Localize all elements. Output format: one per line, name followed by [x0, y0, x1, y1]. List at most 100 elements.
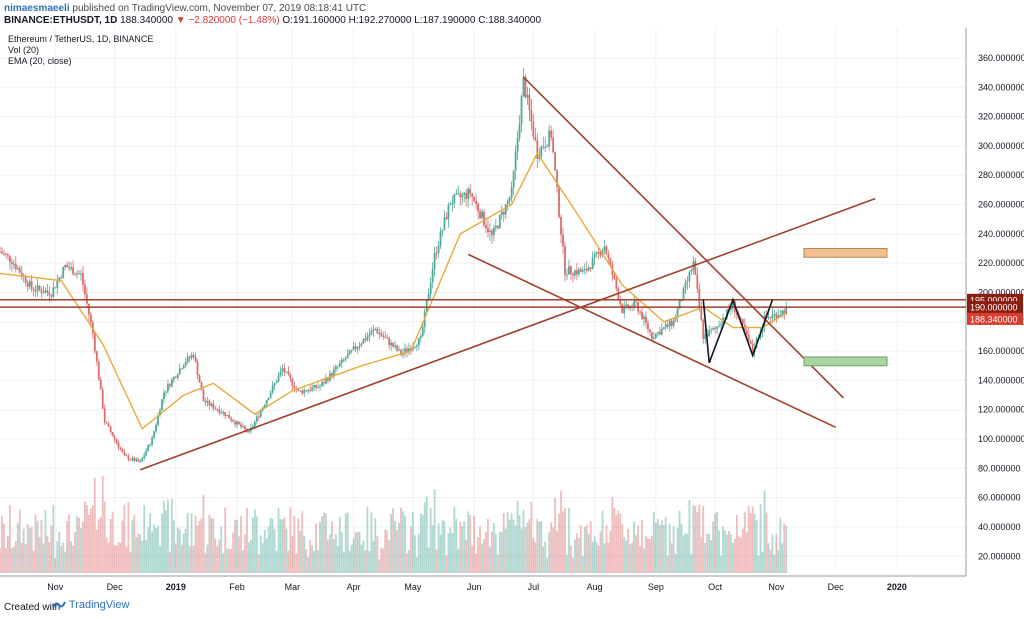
tradingview-brand[interactable]: TradingView — [52, 599, 129, 611]
candle-body — [469, 188, 472, 194]
author-name[interactable]: nimaesmaeeli — [4, 3, 70, 14]
candle-body — [344, 358, 347, 360]
volume-bar — [666, 555, 669, 573]
volume-bar — [12, 546, 15, 573]
candle-body — [585, 268, 588, 271]
volume-bar — [214, 538, 217, 573]
candle-body — [93, 333, 96, 352]
volume-bar — [485, 531, 487, 573]
x-tick-label: 2019 — [166, 582, 186, 592]
candle-body — [52, 287, 55, 297]
candle-body — [38, 285, 41, 290]
volume-bar — [151, 531, 154, 573]
candle-body — [157, 415, 159, 425]
candle-body — [678, 300, 681, 309]
candle-body — [654, 333, 657, 338]
volume-bar — [546, 557, 549, 573]
candle-body — [639, 311, 641, 313]
volume-bar — [56, 541, 59, 573]
candle-body — [60, 277, 63, 279]
volume-bar — [14, 541, 17, 573]
x-tick-label: Apr — [347, 582, 361, 592]
volume-bar — [332, 538, 335, 573]
volume-bar — [368, 551, 371, 573]
volume-bar — [137, 532, 140, 573]
volume-bar — [297, 518, 300, 573]
candle-body — [771, 314, 774, 318]
volume-bar — [421, 514, 424, 573]
volume-bar — [654, 522, 657, 573]
candle-body — [271, 385, 274, 393]
candle-body — [163, 392, 165, 400]
volume-bar — [16, 522, 19, 573]
volume-bar — [91, 505, 94, 573]
candle-body — [139, 461, 142, 463]
candle-body — [767, 317, 770, 319]
candle-body — [257, 416, 260, 418]
candle-body — [538, 156, 541, 159]
volume-bar — [172, 520, 175, 573]
candle-body — [125, 455, 128, 457]
volume-bar — [240, 516, 242, 573]
y-tick-label: 20.000000 — [978, 551, 1021, 561]
volume-bar — [184, 528, 187, 573]
volume-bar — [702, 505, 705, 573]
volume-bar — [483, 539, 485, 573]
volume-bar — [372, 540, 375, 573]
candle-body — [3, 253, 5, 255]
x-tick-label: Dec — [828, 582, 845, 592]
volume-bar — [741, 528, 744, 573]
candle-body — [68, 267, 71, 269]
candle-body — [238, 421, 240, 425]
candle-body — [619, 299, 622, 305]
volume-bar — [115, 545, 118, 573]
candle-body — [293, 385, 296, 389]
candle-body — [95, 351, 98, 362]
volume-bar — [627, 528, 630, 573]
volume-bar — [528, 519, 531, 573]
volume-bar — [662, 524, 665, 573]
candle-body — [216, 408, 219, 410]
candle-body — [473, 196, 476, 202]
volume-bar — [619, 514, 622, 573]
volume-bar — [26, 524, 29, 573]
candle-body — [119, 447, 122, 450]
symbol-label: BINANCE:ETHUSDT, 1D — [4, 15, 118, 26]
volume-bar — [269, 517, 272, 573]
volume-bar — [737, 536, 740, 573]
volume-bar — [188, 545, 191, 573]
candle-body — [305, 390, 308, 392]
price-chart[interactable]: 20.000000 40.000000 60.000000 80.000000 100.… — [0, 28, 1024, 598]
ohlc-high-label: H: — [348, 15, 359, 26]
candle-body — [415, 345, 418, 347]
volume-bar — [382, 548, 385, 573]
candle-body — [645, 316, 647, 323]
candle-body — [319, 386, 321, 388]
chart-area[interactable]: 20.000000 40.000000 60.000000 80.000000 100.… — [0, 28, 1024, 598]
candle-body — [716, 326, 718, 329]
candle-body — [10, 261, 13, 264]
volume-bar — [87, 515, 90, 573]
candle-body — [97, 361, 100, 380]
volume-bar — [771, 534, 774, 573]
candle-body — [651, 332, 653, 339]
candle-body — [196, 361, 199, 376]
candle-body — [528, 94, 531, 111]
candle-body — [710, 329, 713, 331]
price-tag — [967, 312, 1023, 325]
volume-bar — [212, 518, 215, 573]
candle-body — [327, 378, 329, 381]
candle-body — [745, 330, 748, 335]
volume-bar — [178, 529, 181, 573]
ohlc-low: 187.190000 — [422, 15, 476, 26]
volume-bar — [249, 539, 252, 573]
candle-body — [623, 305, 626, 314]
candle-body — [666, 324, 669, 327]
candle-body — [668, 320, 671, 327]
volume-bar — [218, 539, 221, 573]
chart-header: nimaesmaeeli published on TradingView.co… — [0, 0, 1024, 28]
volume-bar — [461, 526, 464, 573]
ohlc-open-label: O: — [282, 15, 293, 26]
volume-bar — [208, 514, 211, 573]
volume-bar — [143, 504, 146, 573]
